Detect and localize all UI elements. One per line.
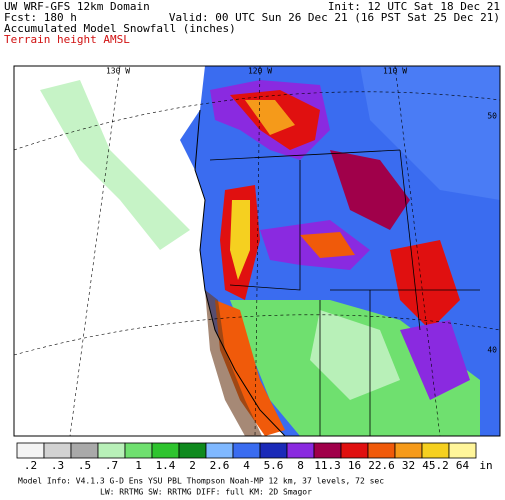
map-frame	[13, 65, 501, 437]
colorbar-box	[97, 442, 126, 459]
borders	[209, 149, 480, 436]
wyoming	[390, 240, 460, 330]
colorbar-box	[313, 442, 342, 459]
colorbar: .2.3.5.7 1 1.4 2 2.6 4 5.6 8 11.3 16 22.6 32 45.2 64	[16, 442, 477, 472]
colorbar-label: 1	[135, 459, 142, 472]
graticule	[14, 66, 500, 436]
colorbar-box	[394, 442, 423, 459]
coastline	[194, 109, 286, 436]
latitude-label: 50	[487, 112, 497, 121]
colorbar-box	[286, 442, 315, 459]
terrain-contours	[205, 290, 262, 436]
colorbar-label: 4	[243, 459, 250, 472]
bc-max	[245, 100, 295, 135]
colorbar-box	[448, 442, 477, 459]
colorbar-box	[16, 442, 45, 459]
colorbar-label: .5	[78, 459, 91, 472]
sierra	[215, 300, 285, 436]
colorbar-label: 1.4	[156, 459, 176, 472]
colorbar-label: .2	[24, 459, 37, 472]
colorbar-label: 2.6	[210, 459, 230, 472]
rockies	[330, 150, 410, 230]
colorbar-box	[421, 442, 450, 459]
colorbar-box	[178, 442, 207, 459]
idaho-max	[300, 232, 355, 258]
colorbar-label: 45.2	[422, 459, 449, 472]
basin-light	[310, 310, 400, 400]
init-time: Init: 12 UTC Sat 18 Dec 21	[328, 0, 500, 13]
colorbar-box	[340, 442, 369, 459]
plains	[360, 66, 500, 200]
colorbar-label: 64	[456, 459, 470, 472]
colorbar-box	[70, 442, 99, 459]
colorbar-label: 8	[297, 459, 304, 472]
colorbar-label: 11.3	[314, 459, 341, 472]
longitude-label: 120 W	[248, 67, 272, 76]
title: UW WRF-GFS 12km Domain	[4, 0, 150, 13]
colorbar-label: 32	[402, 459, 415, 472]
map	[14, 66, 500, 436]
model-physics: LW: RRTMG SW: RRTMG DIFF: full KM: 2D Sm…	[100, 488, 312, 497]
colorbar-label: 16	[348, 459, 361, 472]
colorbar-label: .7	[105, 459, 118, 472]
colorado	[400, 320, 470, 400]
field-name: Accumulated Model Snowfall (inches)	[4, 22, 236, 35]
longitude-label: 110 W	[383, 67, 407, 76]
colorbar-box	[124, 442, 153, 459]
latitude-label: 40	[487, 346, 497, 355]
forecast-hour: Fcst: 180 h	[4, 11, 77, 24]
colorbar-label: 22.6	[368, 459, 395, 472]
overlay-name: Terrain height AMSL	[4, 33, 130, 46]
model-info: Model Info: V4.1.3 G-D Ens YSU PBL Thomp…	[18, 477, 384, 486]
colorbar-box	[232, 442, 261, 459]
colorbar-box	[43, 442, 72, 459]
colorbar-label: 2	[189, 459, 196, 472]
valid-time: Valid: 00 UTC Sun 26 Dec 21 (16 PST Sat …	[169, 11, 500, 24]
longitude-label: 130 W	[106, 67, 130, 76]
colorbar-label: .3	[51, 459, 64, 472]
colorbar-label: 5.6	[264, 459, 284, 472]
colorbar-unit: in	[479, 459, 492, 472]
colorbar-box	[205, 442, 234, 459]
colorbar-box	[259, 442, 288, 459]
colorbar-box	[151, 442, 180, 459]
colorbar-box	[367, 442, 396, 459]
cascades-max	[230, 200, 250, 280]
ocean-snow	[40, 80, 190, 250]
